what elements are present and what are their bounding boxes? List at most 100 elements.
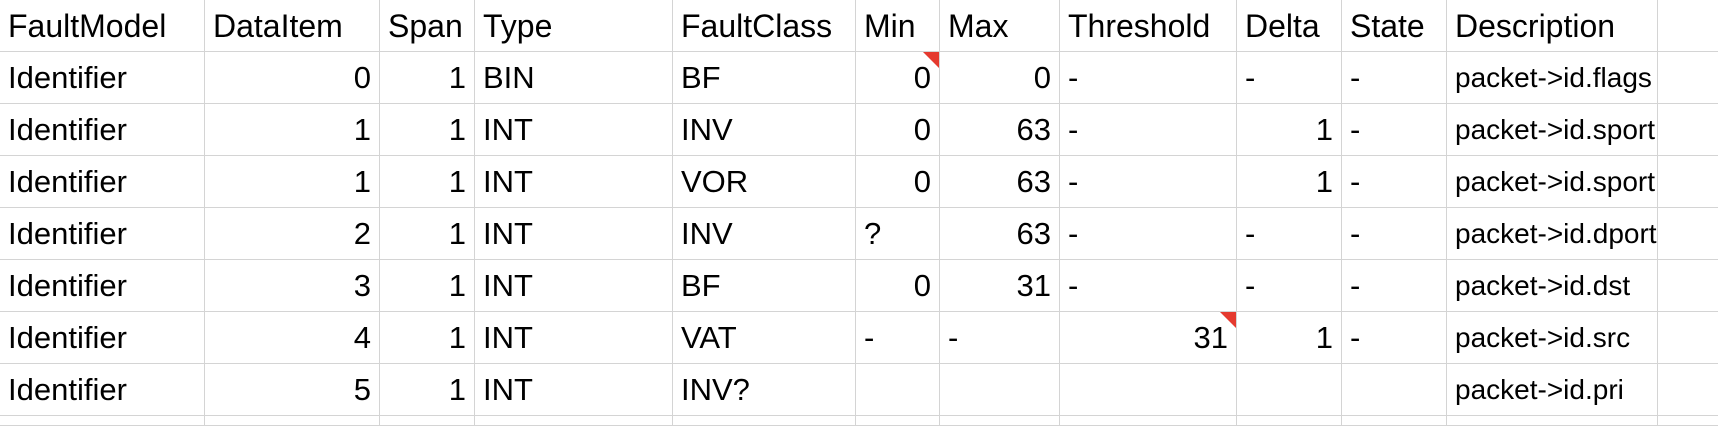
cell-min[interactable]: 0	[856, 260, 940, 312]
empty-cell[interactable]	[1342, 416, 1447, 426]
column-header-span[interactable]: Span	[380, 0, 475, 52]
cell-threshold[interactable]: -	[1060, 104, 1237, 156]
cell-type[interactable]: INT	[475, 260, 673, 312]
cell-state[interactable]: -	[1342, 156, 1447, 208]
empty-cell[interactable]	[1658, 364, 1718, 416]
cell-span[interactable]: 1	[380, 312, 475, 364]
cell-threshold[interactable]: -	[1060, 208, 1237, 260]
empty-cell[interactable]	[0, 416, 205, 426]
cell-type[interactable]: INT	[475, 104, 673, 156]
cell-type[interactable]: INT	[475, 156, 673, 208]
cell-description[interactable]: packet->id.sport	[1447, 104, 1658, 156]
empty-cell[interactable]	[1658, 156, 1718, 208]
empty-cell[interactable]	[940, 416, 1060, 426]
cell-span[interactable]: 1	[380, 208, 475, 260]
cell-delta[interactable]: 1	[1237, 156, 1342, 208]
empty-cell[interactable]	[673, 416, 856, 426]
cell-max[interactable]: 63	[940, 156, 1060, 208]
empty-cell[interactable]	[205, 416, 380, 426]
cell-threshold-with-comment[interactable]: 31	[1060, 312, 1237, 364]
cell-threshold[interactable]: -	[1060, 260, 1237, 312]
cell-type[interactable]: INT	[475, 364, 673, 416]
cell-min[interactable]: 0	[856, 156, 940, 208]
empty-cell[interactable]	[475, 416, 673, 426]
empty-cell[interactable]	[1658, 0, 1718, 52]
cell-delta[interactable]: -	[1237, 52, 1342, 104]
cell-min-with-comment[interactable]: 0	[856, 52, 940, 104]
cell-state[interactable]	[1342, 364, 1447, 416]
cell-dataitem[interactable]: 1	[205, 156, 380, 208]
empty-cell[interactable]	[1658, 104, 1718, 156]
column-header-delta[interactable]: Delta	[1237, 0, 1342, 52]
empty-cell[interactable]	[856, 416, 940, 426]
cell-faultclass[interactable]: INV?	[673, 364, 856, 416]
cell-delta[interactable]: 1	[1237, 312, 1342, 364]
cell-threshold[interactable]: -	[1060, 52, 1237, 104]
empty-cell[interactable]	[1237, 416, 1342, 426]
column-header-min[interactable]: Min	[856, 0, 940, 52]
column-header-faultclass[interactable]: FaultClass	[673, 0, 856, 52]
cell-type[interactable]: BIN	[475, 52, 673, 104]
cell-max[interactable]: 63	[940, 208, 1060, 260]
cell-state[interactable]: -	[1342, 260, 1447, 312]
cell-description[interactable]: packet->id.sport	[1447, 156, 1658, 208]
cell-faultmodel[interactable]: Identifier	[0, 364, 205, 416]
cell-faultmodel[interactable]: Identifier	[0, 208, 205, 260]
cell-delta[interactable]: -	[1237, 208, 1342, 260]
cell-description[interactable]: packet->id.dst	[1447, 260, 1658, 312]
empty-cell[interactable]	[1447, 416, 1658, 426]
cell-dataitem[interactable]: 5	[205, 364, 380, 416]
cell-max[interactable]: 0	[940, 52, 1060, 104]
cell-dataitem[interactable]: 3	[205, 260, 380, 312]
cell-faultmodel[interactable]: Identifier	[0, 156, 205, 208]
empty-cell[interactable]	[1658, 260, 1718, 312]
cell-state[interactable]: -	[1342, 52, 1447, 104]
cell-description[interactable]: packet->id.dport	[1447, 208, 1658, 260]
cell-min[interactable]	[856, 364, 940, 416]
cell-span[interactable]: 1	[380, 260, 475, 312]
empty-cell[interactable]	[1658, 52, 1718, 104]
cell-min[interactable]: 0	[856, 104, 940, 156]
cell-type[interactable]: INT	[475, 208, 673, 260]
cell-threshold[interactable]: -	[1060, 156, 1237, 208]
cell-delta[interactable]: -	[1237, 260, 1342, 312]
cell-faultmodel[interactable]: Identifier	[0, 52, 205, 104]
cell-span[interactable]: 1	[380, 104, 475, 156]
cell-delta[interactable]	[1237, 364, 1342, 416]
column-header-state[interactable]: State	[1342, 0, 1447, 52]
empty-cell[interactable]	[380, 416, 475, 426]
column-header-threshold[interactable]: Threshold	[1060, 0, 1237, 52]
cell-dataitem[interactable]: 1	[205, 104, 380, 156]
cell-span[interactable]: 1	[380, 364, 475, 416]
cell-max[interactable]: 31	[940, 260, 1060, 312]
cell-description[interactable]: packet->id.pri	[1447, 364, 1658, 416]
cell-delta[interactable]: 1	[1237, 104, 1342, 156]
cell-faultmodel[interactable]: Identifier	[0, 260, 205, 312]
cell-span[interactable]: 1	[380, 156, 475, 208]
empty-cell[interactable]	[1060, 416, 1237, 426]
cell-max[interactable]	[940, 364, 1060, 416]
cell-type[interactable]: INT	[475, 312, 673, 364]
cell-faultclass[interactable]: BF	[673, 52, 856, 104]
cell-span[interactable]: 1	[380, 52, 475, 104]
cell-description[interactable]: packet->id.src	[1447, 312, 1658, 364]
cell-faultclass[interactable]: VAT	[673, 312, 856, 364]
cell-min[interactable]: ?	[856, 208, 940, 260]
cell-faultclass[interactable]: VOR	[673, 156, 856, 208]
cell-min[interactable]: -	[856, 312, 940, 364]
cell-state[interactable]: -	[1342, 312, 1447, 364]
empty-cell[interactable]	[1658, 416, 1718, 426]
cell-faultclass[interactable]: INV	[673, 104, 856, 156]
column-header-description[interactable]: Description	[1447, 0, 1658, 52]
empty-cell[interactable]	[1658, 208, 1718, 260]
cell-dataitem[interactable]: 2	[205, 208, 380, 260]
column-header-faultmodel[interactable]: FaultModel	[0, 0, 205, 52]
cell-dataitem[interactable]: 4	[205, 312, 380, 364]
cell-max[interactable]: -	[940, 312, 1060, 364]
empty-cell[interactable]	[1658, 312, 1718, 364]
column-header-dataitem[interactable]: DataItem	[205, 0, 380, 52]
column-header-max[interactable]: Max	[940, 0, 1060, 52]
cell-threshold[interactable]	[1060, 364, 1237, 416]
cell-description[interactable]: packet->id.flags	[1447, 52, 1658, 104]
cell-max[interactable]: 63	[940, 104, 1060, 156]
